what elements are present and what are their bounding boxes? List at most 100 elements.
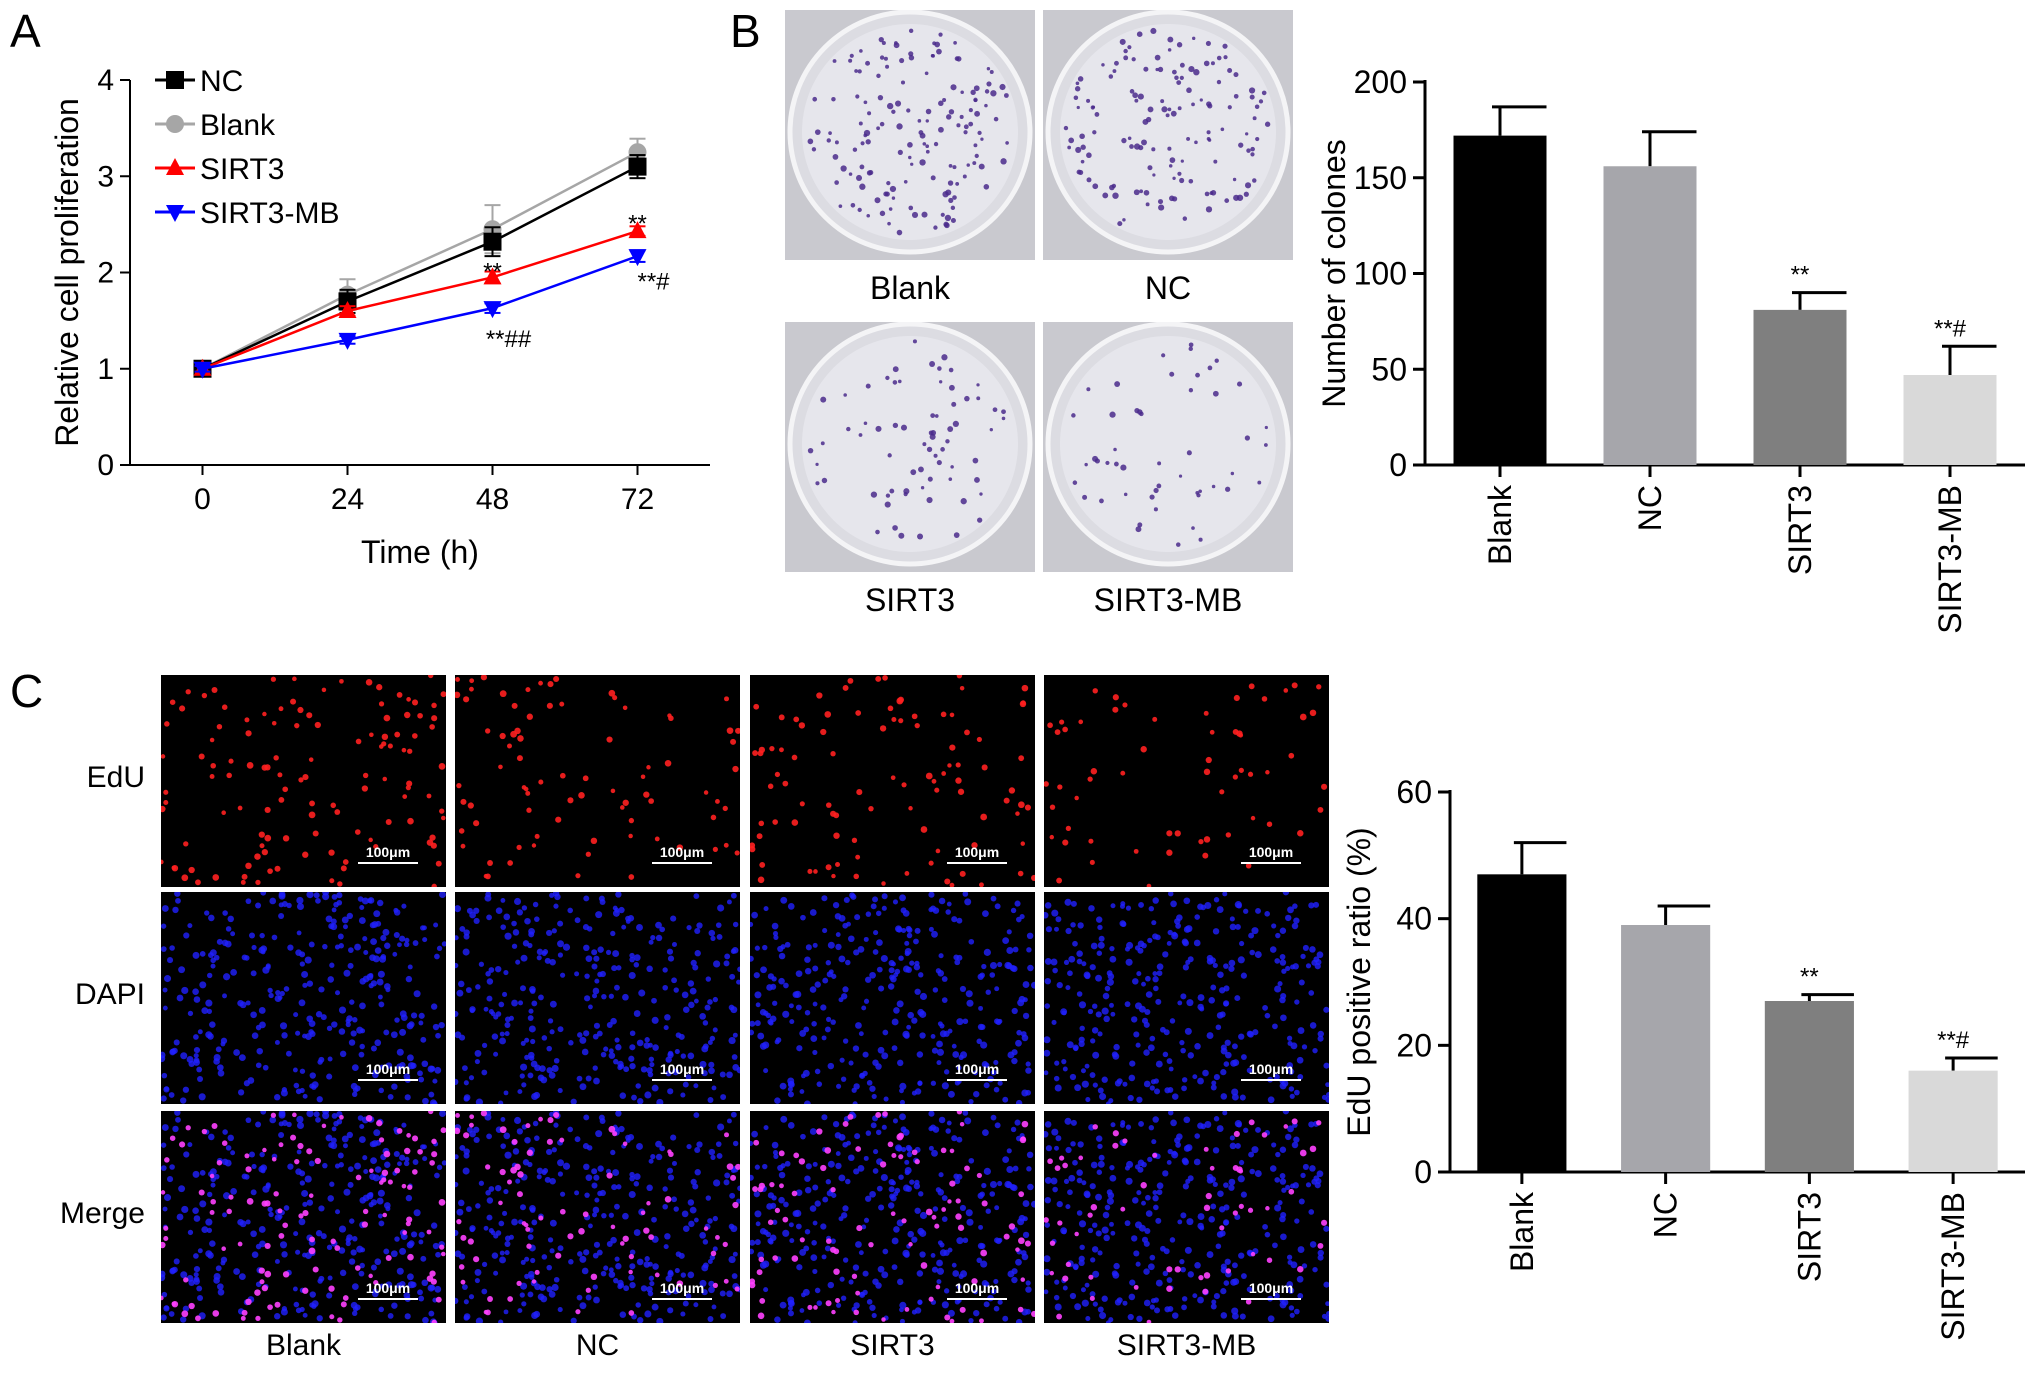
nucleus [530, 1257, 536, 1264]
edu-positive-cell [1015, 1247, 1020, 1252]
nucleus [293, 1012, 299, 1018]
colony [984, 103, 988, 108]
nucleus [394, 1236, 400, 1242]
edu-positive-cell [1074, 1231, 1079, 1237]
nucleus [1125, 1124, 1132, 1130]
nucleus [941, 1301, 949, 1309]
nucleus [299, 1170, 306, 1177]
colony [917, 119, 922, 123]
nucleus [296, 902, 304, 910]
nucleus [1275, 1151, 1281, 1158]
nucleus [348, 1039, 356, 1046]
nucleus [702, 1239, 709, 1245]
edu-positive-cell [1019, 700, 1027, 708]
colony [1180, 159, 1184, 163]
nucleus [1106, 970, 1113, 977]
edu-positive-cell [879, 1161, 887, 1168]
nucleus [1065, 1146, 1072, 1154]
edu-positive-cell [514, 727, 521, 735]
nucleus [1088, 905, 1095, 912]
nucleus [313, 1111, 320, 1118]
colony [1105, 460, 1110, 466]
edu-positive-cell [516, 1280, 522, 1287]
nucleus [1148, 906, 1155, 912]
edu-positive-cell [957, 1224, 965, 1231]
nucleus [293, 1231, 299, 1237]
nucleus [215, 1265, 222, 1272]
nucleus [299, 961, 306, 967]
nucleus [553, 1122, 559, 1128]
colony [933, 225, 938, 230]
nucleus [1212, 928, 1220, 935]
edu-positive-cell [620, 805, 625, 810]
nucleus [973, 1309, 980, 1317]
nucleus [1124, 1001, 1131, 1008]
edu-positive-cell [463, 1132, 470, 1139]
nucleus [875, 910, 882, 917]
colony [840, 165, 847, 172]
colony [852, 147, 858, 152]
nucleus [956, 1237, 964, 1245]
nucleus [931, 930, 938, 938]
nucleus [519, 985, 526, 992]
colony [1205, 40, 1211, 46]
nucleus [390, 1031, 398, 1039]
x-tick-label: SIRT3 [1782, 485, 1818, 575]
edu-positive-cell [161, 859, 164, 865]
edu-positive-cell [622, 1235, 629, 1242]
edu-positive-cell [538, 680, 543, 686]
nucleus [1312, 1266, 1318, 1273]
nucleus [716, 1153, 723, 1159]
colony [858, 433, 863, 437]
nucleus [1187, 1271, 1194, 1278]
nucleus [1228, 1184, 1235, 1191]
nucleus [1014, 1119, 1021, 1126]
nucleus [1016, 916, 1022, 923]
colony [855, 174, 863, 181]
nucleus [1134, 1221, 1142, 1229]
nucleus [350, 1030, 357, 1037]
nucleus [842, 986, 849, 993]
y-tick-label: 2 [97, 257, 114, 290]
nucleus [459, 926, 466, 932]
edu-positive-cell [1003, 1233, 1010, 1240]
nucleus [224, 940, 232, 948]
nucleus [436, 1164, 443, 1171]
panel-letter-a: A [10, 5, 41, 57]
edu-positive-cell [868, 1241, 874, 1248]
nucleus [736, 979, 740, 985]
colony [931, 54, 935, 58]
nucleus [1273, 1074, 1280, 1081]
nucleus [720, 1313, 727, 1319]
colony [1214, 358, 1219, 363]
scale-bar-label: 100μm [955, 1280, 999, 1296]
nucleus [169, 1164, 175, 1170]
nucleus [827, 1062, 835, 1070]
nucleus [1112, 1052, 1120, 1060]
nucleus [890, 1194, 897, 1202]
edu-positive-cell [959, 685, 965, 691]
nucleus [463, 1080, 469, 1086]
nucleus [175, 897, 181, 904]
nucleus [603, 1265, 609, 1271]
nucleus [1012, 946, 1019, 953]
nucleus [309, 1302, 315, 1308]
colony [1160, 99, 1165, 104]
nucleus [610, 1017, 617, 1025]
nucleus [625, 1137, 631, 1143]
nucleus [377, 1213, 383, 1219]
edu-positive-cell [833, 832, 840, 839]
edu-positive-cell [161, 805, 166, 813]
nucleus [882, 1029, 889, 1036]
nucleus [1262, 1223, 1268, 1230]
nucleus [198, 1093, 206, 1101]
nucleus [982, 910, 989, 917]
edu-positive-cell [1112, 1142, 1119, 1149]
edu-positive-cell [980, 1249, 988, 1257]
colony [1092, 130, 1097, 135]
colony [1157, 199, 1164, 205]
nucleus [161, 905, 169, 912]
nucleus [804, 1228, 811, 1235]
nucleus [646, 1067, 653, 1074]
